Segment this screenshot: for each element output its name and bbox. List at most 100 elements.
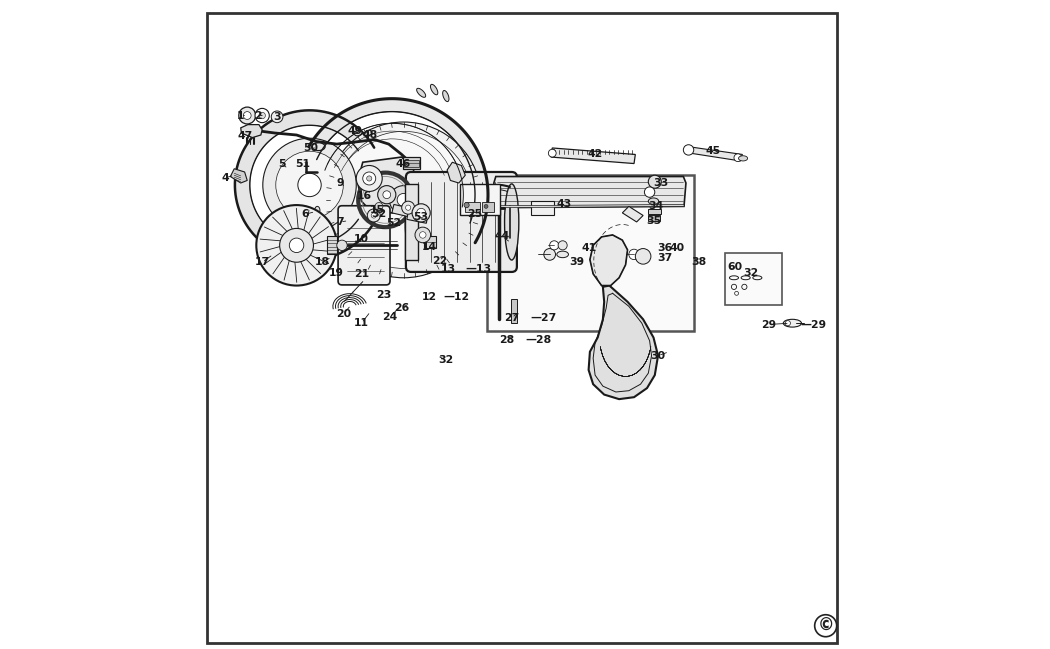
Circle shape	[256, 205, 337, 286]
Ellipse shape	[556, 251, 568, 258]
Text: 47: 47	[237, 131, 252, 141]
Polygon shape	[589, 286, 658, 399]
Text: 32: 32	[438, 355, 454, 365]
Ellipse shape	[443, 90, 449, 102]
Text: 40: 40	[670, 243, 685, 253]
Bar	[404, 160, 419, 167]
Circle shape	[279, 228, 314, 262]
Text: —13: —13	[465, 263, 491, 274]
Circle shape	[259, 112, 266, 119]
Circle shape	[390, 186, 418, 214]
Circle shape	[372, 213, 376, 218]
Circle shape	[362, 172, 376, 185]
Text: 36: 36	[657, 243, 672, 253]
Text: 12: 12	[421, 292, 437, 302]
Polygon shape	[496, 204, 684, 208]
Text: 42: 42	[587, 149, 603, 160]
Text: 53: 53	[414, 212, 428, 223]
Text: —27: —27	[530, 313, 556, 323]
Text: 23: 23	[376, 290, 392, 300]
Text: 16: 16	[357, 191, 372, 201]
Text: 27: 27	[504, 313, 520, 323]
Text: —12: —12	[444, 292, 470, 302]
Text: 50: 50	[303, 143, 318, 153]
Circle shape	[290, 238, 303, 252]
Circle shape	[559, 241, 567, 250]
Bar	[724, 253, 782, 305]
Circle shape	[335, 131, 472, 269]
Circle shape	[244, 112, 251, 119]
Text: 60: 60	[728, 262, 742, 273]
Bar	[327, 236, 337, 254]
Text: 44: 44	[495, 231, 510, 241]
Circle shape	[368, 209, 380, 222]
Text: 11: 11	[354, 318, 369, 328]
Bar	[482, 202, 494, 212]
Text: —28: —28	[525, 335, 551, 345]
Circle shape	[635, 249, 651, 264]
Polygon shape	[230, 169, 247, 183]
Bar	[648, 215, 660, 221]
Bar	[465, 202, 480, 212]
Polygon shape	[686, 147, 742, 161]
Text: 37: 37	[657, 253, 672, 263]
Text: 52: 52	[386, 218, 401, 228]
Text: 19: 19	[330, 267, 344, 278]
Polygon shape	[551, 148, 635, 164]
Circle shape	[326, 122, 482, 278]
Ellipse shape	[738, 156, 748, 161]
Circle shape	[629, 249, 639, 260]
FancyBboxPatch shape	[338, 206, 390, 285]
Text: 18: 18	[315, 257, 330, 267]
Text: 20: 20	[336, 309, 351, 319]
Circle shape	[397, 193, 411, 206]
Text: 34: 34	[649, 201, 664, 212]
Text: 25: 25	[467, 209, 482, 219]
Ellipse shape	[364, 130, 372, 136]
Circle shape	[366, 176, 372, 181]
Text: 26: 26	[394, 302, 410, 313]
Text: 24: 24	[382, 312, 398, 322]
Text: 1: 1	[237, 110, 245, 121]
Circle shape	[648, 175, 662, 188]
Text: 9: 9	[336, 178, 343, 188]
Circle shape	[378, 186, 396, 204]
Text: 17: 17	[254, 257, 270, 267]
Circle shape	[415, 227, 430, 243]
Text: ©: ©	[817, 617, 834, 635]
Text: 39: 39	[569, 257, 585, 267]
Text: 33: 33	[654, 178, 669, 188]
Text: 35: 35	[646, 215, 662, 226]
Bar	[510, 206, 542, 238]
Ellipse shape	[315, 206, 320, 214]
Text: 38: 38	[691, 257, 707, 267]
Bar	[460, 184, 501, 215]
Text: 30: 30	[651, 350, 666, 361]
Ellipse shape	[783, 319, 801, 327]
Text: 43: 43	[556, 199, 571, 210]
FancyBboxPatch shape	[406, 172, 517, 272]
Text: 4: 4	[222, 173, 229, 183]
Circle shape	[785, 321, 791, 326]
Circle shape	[383, 191, 391, 199]
Text: 32: 32	[743, 267, 758, 278]
Circle shape	[684, 145, 694, 155]
Ellipse shape	[417, 88, 425, 97]
Text: 3: 3	[273, 112, 281, 122]
Bar	[487, 175, 694, 331]
Circle shape	[255, 108, 269, 123]
Text: 22: 22	[432, 256, 447, 266]
Circle shape	[417, 208, 425, 217]
Text: 13: 13	[441, 263, 456, 274]
Polygon shape	[494, 177, 686, 208]
Bar	[531, 201, 554, 215]
Text: 5: 5	[278, 158, 286, 169]
Text: —29: —29	[801, 319, 827, 330]
Polygon shape	[240, 125, 262, 138]
Circle shape	[548, 149, 556, 157]
Bar	[404, 184, 418, 260]
Text: 21: 21	[354, 269, 369, 279]
Text: 48: 48	[363, 130, 378, 140]
Circle shape	[420, 232, 426, 238]
Text: 46: 46	[396, 158, 411, 169]
